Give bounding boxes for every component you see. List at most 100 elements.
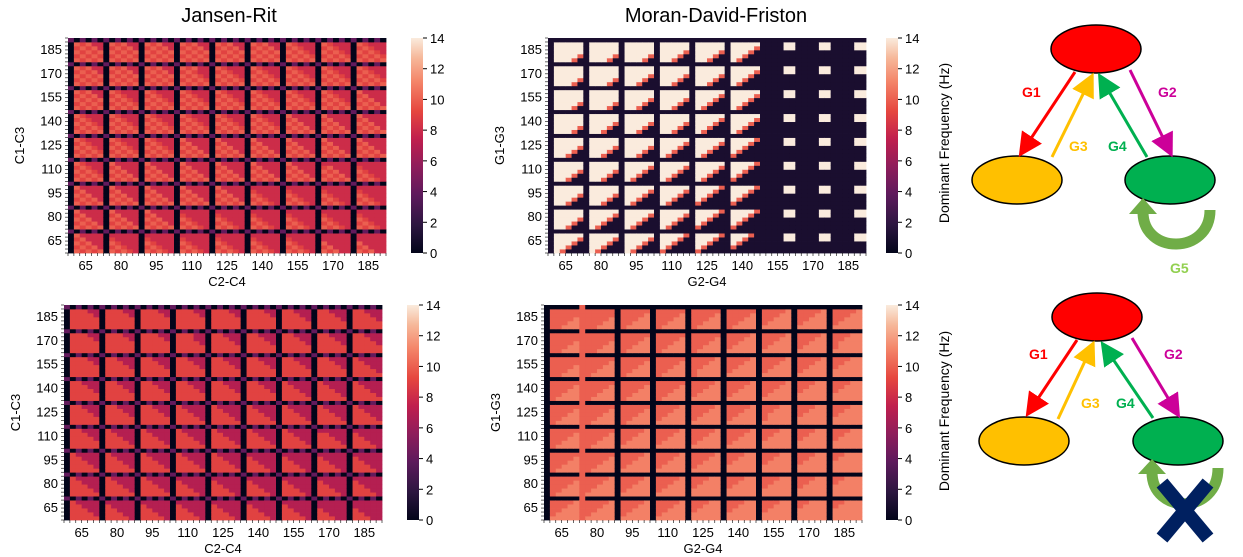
heatmap-cell: [227, 38, 234, 43]
heatmap-cell: [227, 65, 234, 71]
heatmap-cell: [191, 185, 198, 190]
heatmap-cell: [730, 105, 737, 111]
heatmap-cell: [374, 141, 381, 146]
heatmap-cell: [630, 209, 637, 214]
heatmap-cell: [665, 181, 673, 186]
heatmap-cell: [559, 77, 567, 83]
heatmap-cell: [362, 109, 369, 115]
heatmap-cell: [221, 113, 228, 119]
heatmap-cell: [595, 61, 602, 67]
heatmap-cell: [712, 53, 720, 59]
heatmap-cell: [624, 233, 631, 238]
heatmap-cell: [589, 129, 596, 134]
heatmap-cell: [221, 173, 228, 178]
heatmap-cell: [174, 145, 181, 150]
heatmap-cell: [144, 125, 151, 130]
heatmap-cell: [618, 69, 625, 75]
heatmap-cell: [162, 201, 169, 206]
heatmap-cell: [85, 249, 92, 254]
heatmap-cell: [648, 117, 655, 123]
heatmap-cell: [559, 221, 567, 226]
heatmap-cell: [297, 181, 304, 186]
heatmap-cell: [553, 49, 561, 55]
heatmap-cell: [612, 221, 620, 226]
heatmap-cell: [168, 177, 175, 182]
heatmap-cell: [244, 73, 251, 79]
heatmap-cell: [589, 101, 596, 107]
heatmap-cell: [636, 101, 643, 107]
heatmap-cell: [601, 133, 608, 138]
heatmap-cell: [718, 245, 726, 250]
heatmap-cell: [595, 129, 602, 134]
heatmap-cell: [262, 217, 269, 222]
heatmap-cell: [232, 233, 240, 238]
heatmap-cell: [718, 157, 726, 162]
heatmap-cell: [232, 209, 240, 214]
heatmap-cell: [671, 41, 678, 47]
heatmap-cell: [291, 161, 299, 166]
heatmap-cell: [232, 117, 240, 123]
heatmap-cell: [256, 45, 263, 51]
heatmap-block: [724, 157, 761, 182]
heatmap-cell: [577, 101, 584, 107]
heatmap-cell: [689, 89, 696, 95]
heatmap-block: [689, 181, 726, 206]
heatmap-cell: [274, 73, 281, 79]
heatmap-cell: [126, 69, 134, 75]
heatmap-cell: [285, 221, 293, 226]
heatmap-cell: [197, 229, 204, 234]
heatmap-cell: [144, 209, 151, 214]
heatmap-cell: [115, 93, 122, 99]
heatmap-cell: [754, 193, 761, 198]
heatmap-cell: [232, 241, 240, 246]
heatmap-cell: [185, 217, 193, 222]
heatmap-cell: [103, 177, 110, 182]
heatmap-cell: [315, 165, 322, 170]
heatmap-cell: [730, 185, 737, 190]
heatmap-cell: [215, 177, 222, 182]
heatmap-cell: [232, 169, 240, 174]
heatmap-cell: [333, 237, 340, 242]
heatmap-cell: [244, 249, 251, 254]
heatmap-cell: [250, 161, 257, 166]
heatmap-block: [280, 181, 316, 206]
heatmap-cell: [309, 189, 316, 194]
heatmap-cell: [315, 237, 322, 242]
heatmap-cell: [665, 38, 673, 43]
heatmap-cell: [250, 45, 257, 51]
heatmap-cell: [97, 201, 104, 206]
heatmap-cell: [109, 221, 116, 226]
heatmap-cell: [571, 141, 578, 146]
heatmap-cell: [350, 161, 357, 166]
heatmap-cell: [68, 85, 75, 91]
heatmap-cell: [724, 121, 731, 126]
heatmap-cell: [553, 197, 561, 202]
heatmap-cell: [321, 61, 328, 67]
heatmap-cell: [150, 121, 157, 126]
heatmap-cell: [291, 137, 299, 142]
heatmap-cell: [280, 125, 287, 130]
heatmap-cell: [315, 61, 322, 67]
heatmap-cell: [168, 81, 175, 87]
heatmap-cell: [344, 133, 352, 138]
heatmap-cell: [754, 229, 761, 234]
heatmap-cell: [280, 38, 287, 43]
heatmap-cell: [612, 69, 620, 75]
heatmap-cell: [126, 141, 134, 146]
heatmap-cell: [85, 241, 92, 246]
heatmap-cell: [274, 121, 281, 126]
heatmap-cell: [654, 41, 661, 47]
heatmap-cell: [624, 133, 631, 138]
y-axis-label: C1-C3: [12, 127, 27, 165]
heatmap-cell: [162, 105, 169, 111]
heatmap-cell: [565, 213, 572, 218]
heatmap-cell: [73, 61, 81, 67]
heatmap-cell: [712, 153, 720, 158]
heatmap-cell: [144, 149, 151, 154]
heatmap-cell: [168, 221, 175, 226]
heatmap-cell: [677, 69, 684, 75]
heatmap-cell: [612, 85, 620, 91]
heatmap-cell: [636, 38, 643, 43]
heatmap-cell: [344, 149, 352, 154]
